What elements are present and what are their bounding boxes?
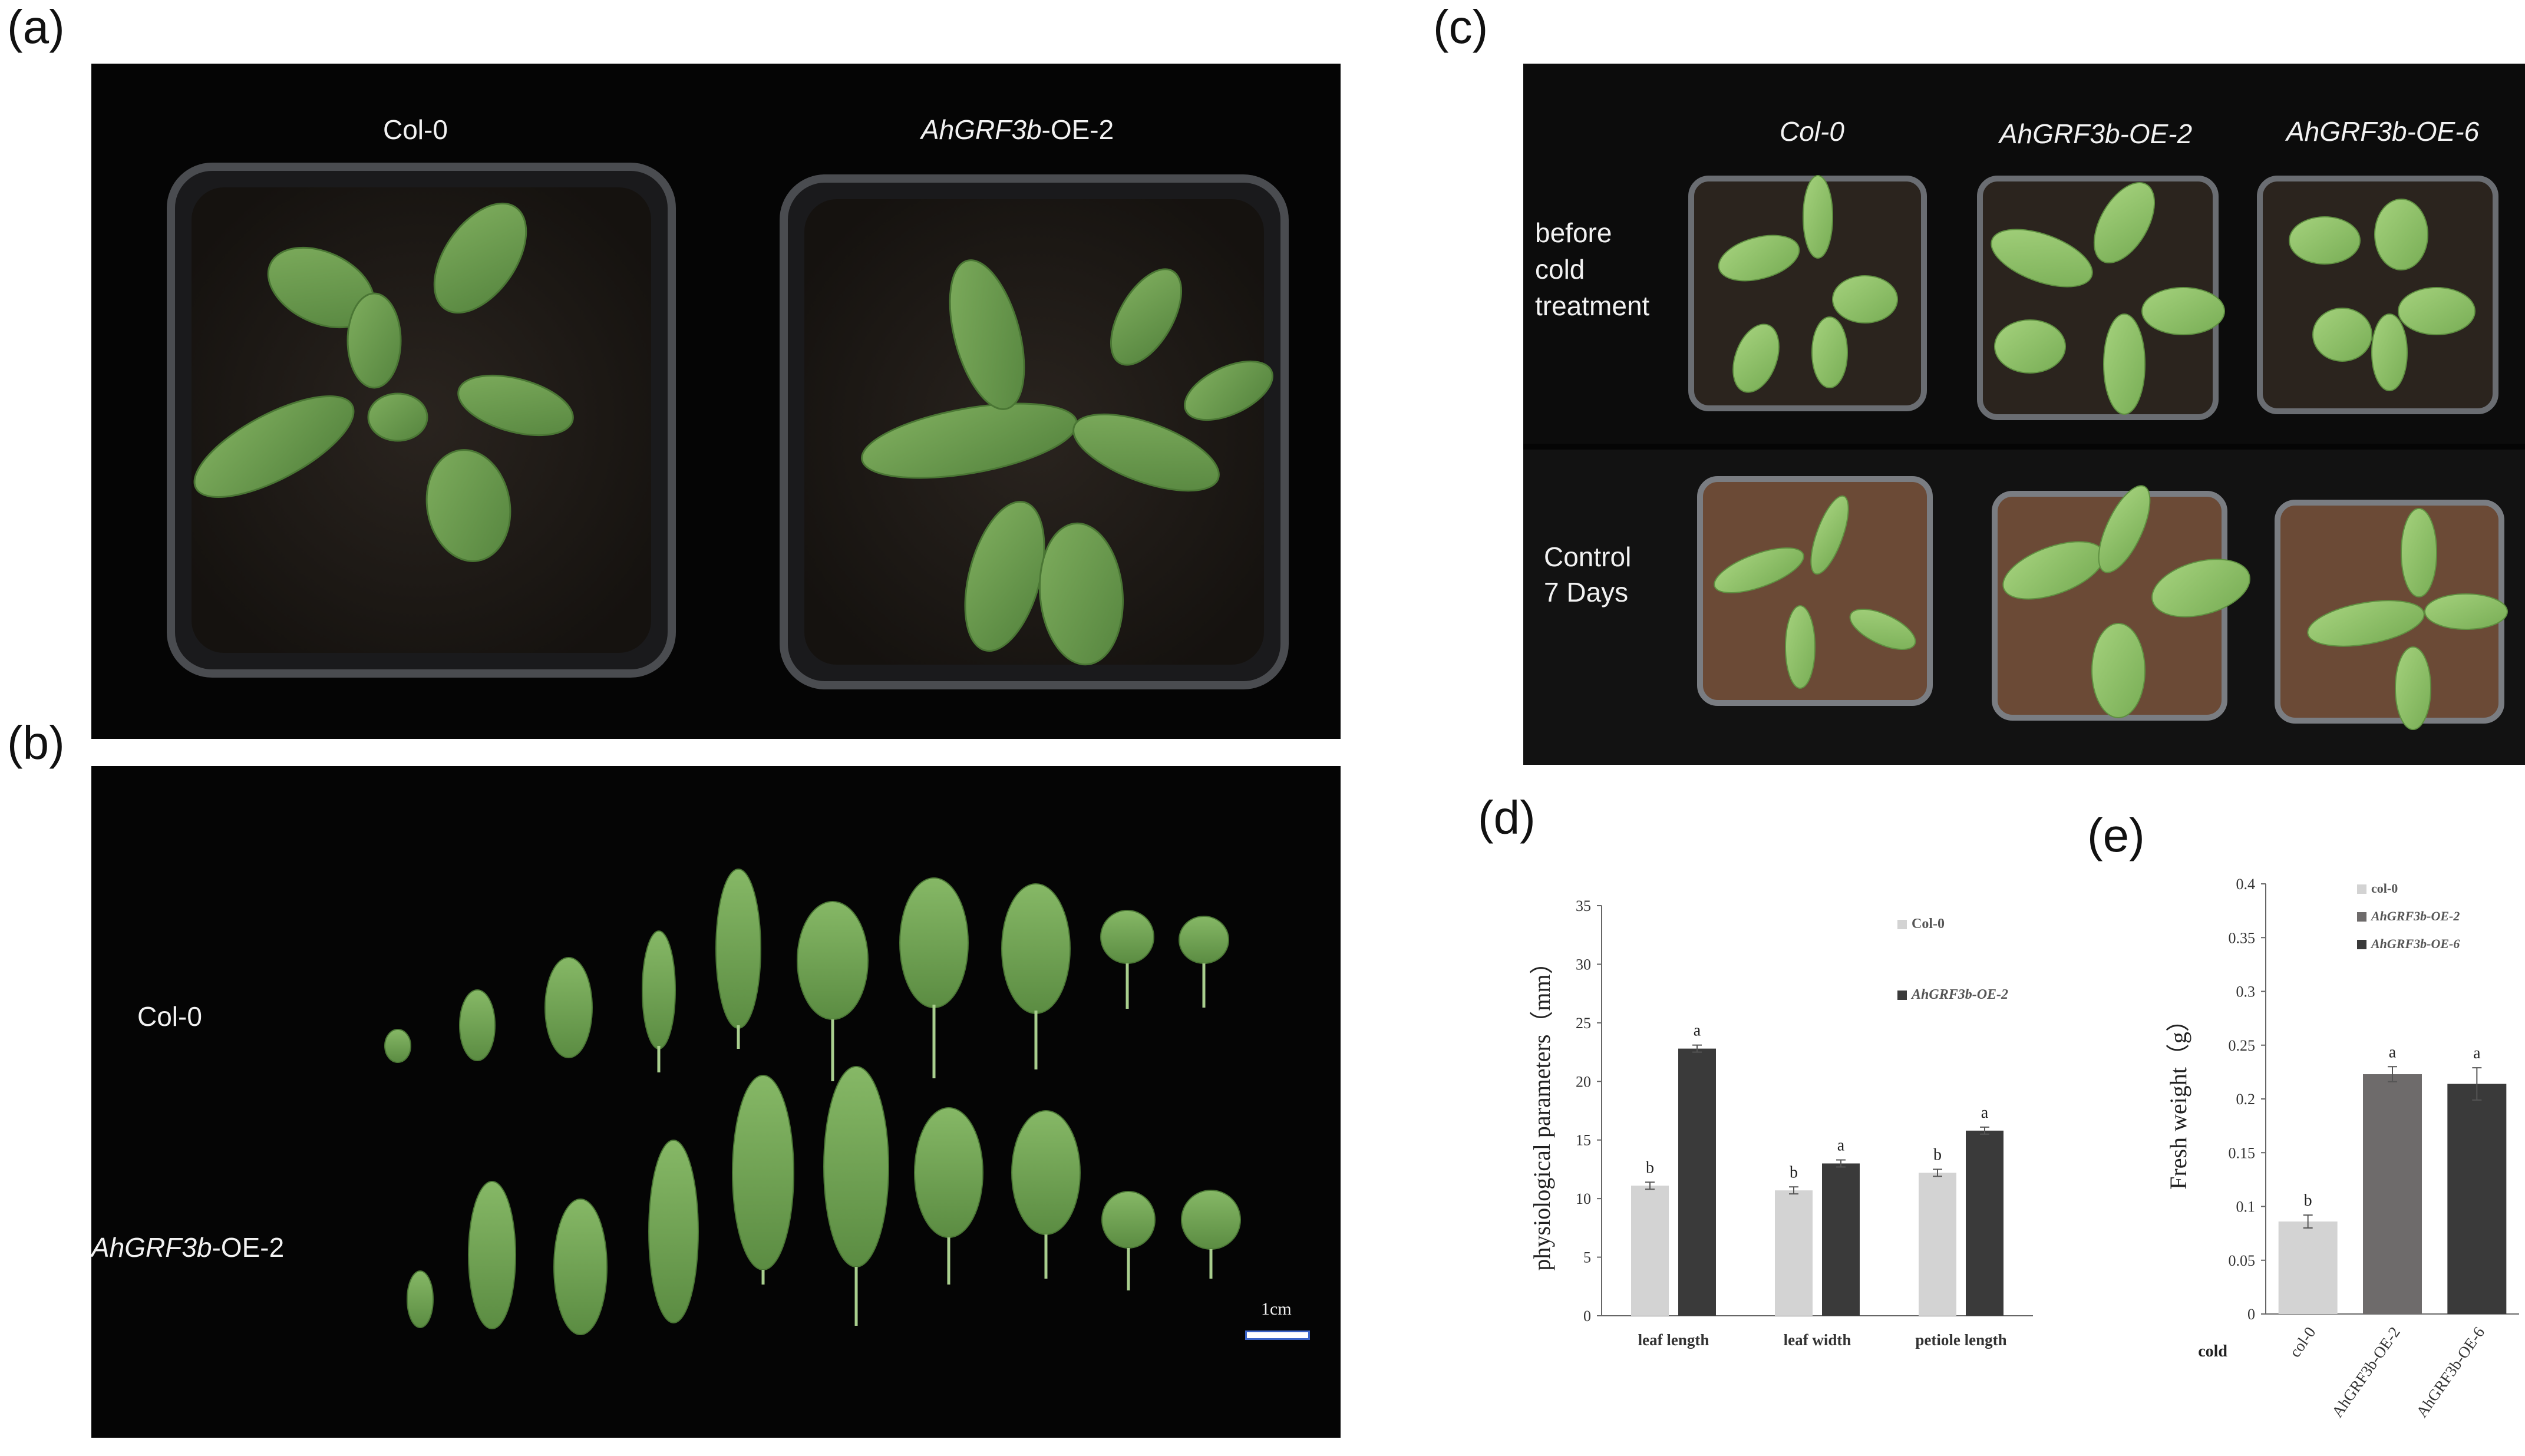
chart-e-bar bbox=[2447, 1084, 2507, 1314]
photo-a-label-oe2-gene: AhGRF3b bbox=[921, 114, 1042, 145]
photo-c-col-col0: Col-0 bbox=[1780, 116, 1844, 147]
chart-e-significance-letter: a bbox=[2389, 1043, 2397, 1061]
chart-e-y-tick-label: 0.4 bbox=[2236, 876, 2256, 893]
chart-e-y-tick-label: 0.1 bbox=[2236, 1199, 2256, 1216]
chart-e-legend-swatch bbox=[2357, 912, 2366, 922]
chart-d-y-tick-label: 0 bbox=[1583, 1308, 1591, 1325]
chart-d-significance-letter: a bbox=[1981, 1104, 1989, 1122]
photo-c-row1-line2: cold bbox=[1535, 254, 1585, 285]
chart-e: 0 0.05 0.1 0.15 0.2 0.25 0.3 0.35 0.4 b col-0 a AhGR… bbox=[2139, 866, 2525, 1453]
chart-d-y-tick-label: 10 bbox=[1576, 1190, 1591, 1207]
chart-d-x-tick-label: leaf length bbox=[1638, 1331, 1709, 1349]
chart-d-bar bbox=[1775, 1190, 1813, 1316]
chart-e-legend-label: AhGRF3b-OE-6 bbox=[2370, 936, 2460, 951]
chart-d-y-tick-label: 5 bbox=[1583, 1249, 1591, 1266]
photo-c-row2-line1: Control bbox=[1544, 542, 1632, 572]
chart-e-significance-letter: b bbox=[2304, 1191, 2312, 1210]
chart-e-x-tick-label: col-0 bbox=[2286, 1323, 2319, 1361]
photo-c-row1-line1: before bbox=[1535, 217, 1612, 248]
photo-b-leaves: Col-0 AhGRF3b-OE-2 1cm bbox=[91, 766, 1341, 1438]
chart-e-legend-swatch bbox=[2357, 940, 2366, 949]
chart-d-bar bbox=[1919, 1173, 1956, 1316]
photo-c-col-oe2: AhGRF3b-OE-2 bbox=[1999, 118, 2193, 149]
photo-c-row1-line3: treatment bbox=[1535, 290, 1650, 321]
chart-e-y-tick-label: 0.15 bbox=[2229, 1144, 2256, 1161]
photo-b-scale-label: 1cm bbox=[1261, 1299, 1292, 1319]
chart-d-bar bbox=[1631, 1186, 1669, 1316]
photo-a-label-oe2: AhGRF3b-OE-2 bbox=[921, 114, 1114, 146]
photo-c-col-oe6: AhGRF3b-OE-6 bbox=[2286, 116, 2480, 147]
chart-e-bar bbox=[2363, 1074, 2422, 1314]
photo-b-label-oe2: AhGRF3b-OE-2 bbox=[91, 1232, 284, 1263]
chart-d-y-tick-label: 15 bbox=[1576, 1132, 1591, 1149]
chart-e-significance-letter: a bbox=[2473, 1044, 2481, 1062]
chart-d-y-tick-label: 30 bbox=[1576, 956, 1591, 973]
chart-d-legend-swatch bbox=[1897, 920, 1907, 929]
photo-a-label-oe2-suffix: -OE-2 bbox=[1041, 114, 1114, 145]
chart-e-legend-label: col-0 bbox=[2371, 881, 2398, 896]
chart-d-significance-letter: b bbox=[1790, 1163, 1798, 1181]
photo-a-rosettes: Col-0 AhGRF3b-OE-2 bbox=[91, 64, 1341, 739]
chart-e-svg: 0 0.05 0.1 0.15 0.2 0.25 0.3 0.35 0.4 b col-0 a AhGR… bbox=[2165, 876, 2519, 1421]
chart-e-y-tick-label: 0 bbox=[2247, 1306, 2255, 1323]
chart-d-bar bbox=[1966, 1130, 2004, 1316]
chart-e-y-tick-label: 0.05 bbox=[2229, 1252, 2256, 1269]
chart-e-x-axis-label-cold: cold bbox=[2198, 1342, 2227, 1361]
chart-e-x-tick-label: AhGRF3b-OE-2 bbox=[2328, 1323, 2404, 1421]
chart-d-x-tick-label: leaf width bbox=[1784, 1331, 1851, 1349]
chart-d-y-tick-label: 25 bbox=[1576, 1015, 1591, 1032]
panel-label-e: (e) bbox=[2087, 809, 2145, 861]
chart-d-x-tick-label: petiole length bbox=[1915, 1331, 2006, 1349]
photo-a-illustration bbox=[167, 163, 1289, 689]
chart-e-y-tick-label: 0.25 bbox=[2229, 1037, 2256, 1054]
photo-c-illustration bbox=[1523, 64, 2525, 765]
photo-b-scale-bar bbox=[1245, 1330, 1310, 1340]
chart-d-significance-letter: a bbox=[1837, 1137, 1845, 1155]
chart-e-y-tick-label: 0.3 bbox=[2236, 983, 2256, 1001]
photo-a-label-col0: Col-0 bbox=[383, 114, 448, 145]
photo-b-label-oe2-suffix: -OE-2 bbox=[212, 1232, 285, 1263]
chart-e-y-tick-label: 0.2 bbox=[2236, 1091, 2256, 1108]
photo-b-label-oe2-gene: AhGRF3b bbox=[91, 1232, 212, 1263]
panel-label-b: (b) bbox=[7, 717, 65, 769]
photo-b-label-col0: Col-0 bbox=[137, 1001, 202, 1032]
chart-e-x-tick-label: AhGRF3b-OE-6 bbox=[2412, 1323, 2488, 1421]
photo-b-illustration bbox=[384, 869, 1241, 1335]
photo-c-cold-treatment: Col-0 AhGRF3b-OE-2 AhGRF3b-OE-6 before c… bbox=[1523, 64, 2525, 765]
chart-d: 0 5 10 15 20 25 30 35 leaf length b a leaf width b a p… bbox=[1520, 872, 2051, 1373]
chart-d-significance-letter: a bbox=[1694, 1022, 1701, 1040]
chart-d-y-tick-label: 20 bbox=[1576, 1073, 1591, 1090]
chart-d-bar bbox=[1822, 1163, 1860, 1316]
chart-d-legend-label: Col-0 bbox=[1912, 916, 1945, 932]
chart-d-significance-letter: b bbox=[1646, 1158, 1654, 1177]
chart-d-y-tick-label: 35 bbox=[1576, 897, 1591, 914]
panel-label-c: (c) bbox=[1433, 1, 1488, 53]
chart-e-legend-label: AhGRF3b-OE-2 bbox=[2370, 909, 2460, 923]
photo-c-row2-line2: 7 Days bbox=[1544, 577, 1629, 608]
chart-e-bar bbox=[2278, 1221, 2338, 1314]
chart-d-y-axis-label: physiological parameters（mm） bbox=[1529, 950, 1555, 1270]
chart-d-significance-letter: b bbox=[1933, 1145, 1942, 1164]
chart-d-bar bbox=[1678, 1048, 1716, 1316]
chart-d-legend-label: AhGRF3b-OE-2 bbox=[1910, 987, 2008, 1002]
chart-d-svg: 0 5 10 15 20 25 30 35 leaf length b a leaf width b a p… bbox=[1529, 897, 2033, 1349]
chart-e-legend-swatch bbox=[2357, 884, 2366, 894]
panel-label-a: (a) bbox=[7, 1, 65, 53]
chart-d-legend-swatch bbox=[1897, 991, 1907, 1000]
chart-e-y-axis-label: Fresh weight（g） bbox=[2165, 1008, 2191, 1190]
chart-e-y-tick-label: 0.35 bbox=[2229, 929, 2256, 946]
panel-label-d: (d) bbox=[1478, 791, 1536, 844]
